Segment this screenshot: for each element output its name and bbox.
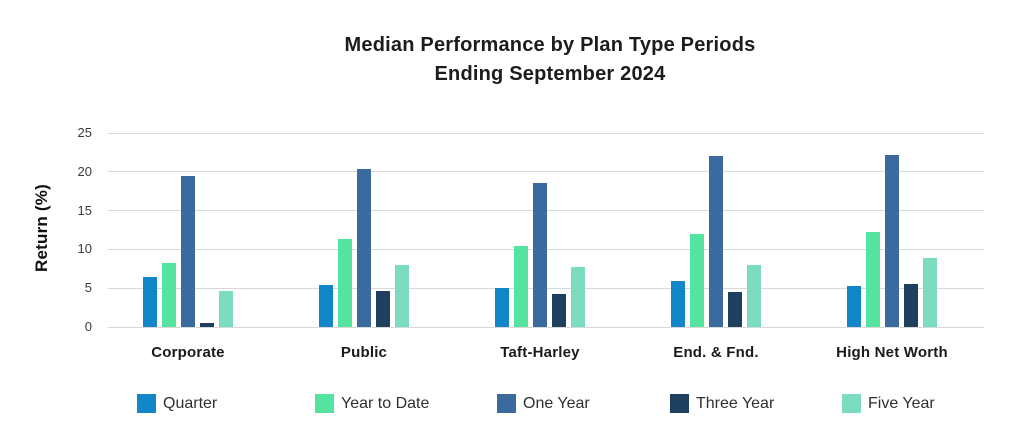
bar-five-year-taft-harley	[571, 267, 585, 327]
category-label-corporate: Corporate	[151, 344, 225, 361]
category-label-high-net-worth: High Net Worth	[836, 344, 948, 361]
bar-year-to-date-taft-harley	[514, 245, 528, 327]
y-tick-20: 20	[77, 163, 92, 179]
bar-one-year-taft-harley	[533, 183, 547, 327]
bar-five-year-corporate	[219, 290, 233, 327]
bar-group-high-net-worth	[847, 154, 937, 327]
chart-title: Median Performance by Plan Type Periods	[344, 34, 756, 56]
bar-group-public	[319, 168, 409, 327]
y-tick-10: 10	[77, 241, 92, 257]
chart-title-block: Median Performance by Plan Type Periods …	[76, 31, 1024, 89]
bar-three-year-corporate	[200, 323, 214, 327]
bar-quarter-public	[319, 285, 333, 327]
y-tick-0: 0	[84, 319, 92, 334]
bar-one-year-public	[357, 168, 371, 327]
category-label-taft-harley: Taft-Harley	[500, 344, 580, 361]
legend-label-quarter: Quarter	[163, 394, 218, 412]
bar-one-year-end-fnd	[709, 156, 723, 327]
legend-item-year-to-date: Year to Date	[315, 394, 429, 413]
bar-year-to-date-public	[338, 239, 352, 327]
bar-five-year-public	[395, 264, 409, 327]
bar-year-to-date-end-fnd	[690, 233, 704, 327]
bar-three-year-taft-harley	[552, 294, 566, 327]
legend-swatch-quarter	[137, 394, 156, 413]
bar-quarter-high-net-worth	[847, 285, 861, 327]
legend-item-three-year: Three Year	[670, 394, 774, 413]
bar-three-year-public	[376, 290, 390, 327]
bar-group-end-fnd	[671, 156, 761, 327]
category-label-end-fnd: End. & Fnd.	[673, 344, 759, 361]
legend-label-one-year: One Year	[523, 394, 590, 412]
bar-one-year-high-net-worth	[885, 154, 899, 327]
gridline-y-25	[108, 132, 984, 134]
bar-quarter-taft-harley	[495, 288, 509, 327]
plot-area	[100, 132, 984, 328]
legend-item-one-year: One Year	[497, 394, 590, 413]
bar-group-taft-harley	[495, 183, 585, 327]
legend-item-quarter: Quarter	[137, 394, 217, 413]
gridline-y-0	[108, 326, 984, 328]
gridline-y-20	[108, 171, 984, 173]
y-tick-5: 5	[84, 280, 92, 296]
y-axis-label: Return (%)	[32, 184, 51, 272]
bar-group-corporate	[143, 176, 233, 327]
legend-swatch-five-year	[842, 394, 861, 413]
bar-five-year-end-fnd	[747, 264, 761, 327]
bar-one-year-corporate	[181, 176, 195, 327]
category-label-public: Public	[340, 344, 388, 361]
bar-three-year-high-net-worth	[904, 284, 918, 327]
bar-five-year-high-net-worth	[923, 257, 937, 327]
legend-swatch-year-to-date	[315, 394, 334, 413]
legend-swatch-one-year	[497, 394, 516, 413]
bar-year-to-date-corporate	[162, 263, 176, 327]
bar-three-year-end-fnd	[728, 292, 742, 327]
chart-subtitle: Ending September 2024	[434, 63, 666, 85]
legend-item-five-year: Five Year	[842, 394, 935, 413]
bar-quarter-corporate	[143, 276, 157, 327]
legend-label-year-to-date: Year to Date	[341, 394, 430, 412]
y-tick-25: 25	[77, 125, 92, 140]
legend-label-five-year: Five Year	[868, 394, 935, 412]
legend-swatch-three-year	[670, 394, 689, 413]
legend-label-three-year: Three Year	[696, 394, 775, 412]
bar-quarter-end-fnd	[671, 281, 685, 327]
y-tick-15: 15	[77, 202, 92, 218]
bar-year-to-date-high-net-worth	[866, 231, 880, 327]
